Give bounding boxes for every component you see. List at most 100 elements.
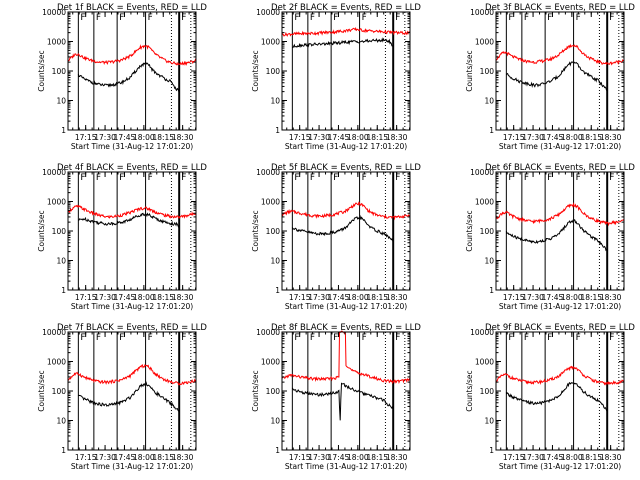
marker-flag: F — [294, 173, 299, 183]
y-tick-label: 10000 — [256, 168, 280, 177]
lld-series-line — [281, 26, 411, 37]
x-tick-label: 17:30 — [308, 453, 330, 462]
y-axis-label: Counts/sec — [37, 210, 46, 251]
x-tick-label: 18:00 — [561, 133, 583, 142]
marker-flag: F — [80, 333, 85, 343]
marker-flag: F — [609, 333, 614, 343]
x-tick-label: 17:45 — [328, 293, 350, 302]
marker-flag: F — [148, 333, 153, 343]
panel-title: Det 6f BLACK = Events, RED = LLD — [485, 163, 635, 173]
x-tick-label: 18:30 — [172, 453, 194, 462]
x-tick-label: 18:00 — [347, 133, 369, 142]
y-tick-label: 100 — [480, 387, 495, 396]
x-tick-label: 17:30 — [522, 293, 544, 302]
y-tick-label: 10 — [270, 257, 280, 266]
lld-series-line — [281, 330, 411, 385]
y-axis-label: Counts/sec — [251, 50, 260, 91]
marker-flag: F — [395, 173, 400, 183]
events-series-line — [292, 37, 394, 49]
x-tick-label: 18:30 — [600, 293, 622, 302]
events-series-line — [77, 61, 180, 93]
events-series-line — [505, 381, 608, 412]
lld-series-line — [495, 365, 625, 386]
x-tick-label: 18:30 — [386, 293, 408, 302]
y-tick-label: 100 — [266, 67, 281, 76]
y-tick-label: 1000 — [261, 358, 280, 367]
x-axis-label: Start Time (31-Aug-12 17:01:20) — [499, 142, 621, 151]
x-tick-label: 17:15 — [289, 453, 311, 462]
x-tick-label: 18:15 — [366, 453, 388, 462]
marker-flag: F — [181, 13, 186, 23]
x-tick-label: 17:30 — [522, 453, 544, 462]
x-axis-label: Start Time (31-Aug-12 17:01:20) — [71, 302, 193, 311]
marker-flag: F — [508, 333, 513, 343]
marker-flag: F — [576, 333, 581, 343]
marker-flag: F — [333, 173, 338, 183]
marker-flag: F — [609, 13, 614, 23]
y-tick-label: 1 — [61, 126, 66, 135]
marker-flag: F — [547, 333, 552, 343]
y-tick-label: 1 — [61, 286, 66, 295]
y-tick-label: 1 — [275, 446, 280, 455]
y-tick-label: 1 — [275, 126, 280, 135]
marker-flag: F — [119, 333, 124, 343]
y-axis-label: Counts/sec — [465, 50, 474, 91]
x-tick-label: 18:15 — [580, 293, 602, 302]
x-tick-label: 18:15 — [152, 293, 174, 302]
marker-flag: F — [96, 173, 101, 183]
x-tick-label: 18:30 — [386, 133, 408, 142]
y-tick-label: 10000 — [42, 328, 66, 337]
y-axis-label: Counts/sec — [37, 50, 46, 91]
lld-series-line — [495, 201, 625, 227]
marker-flag: F — [96, 333, 101, 343]
panel-title: Det 2f BLACK = Events, RED = LLD — [271, 3, 421, 13]
panel-title: Det 9f BLACK = Events, RED = LLD — [485, 323, 635, 333]
x-tick-label: 17:30 — [94, 293, 116, 302]
x-tick-label: 18:15 — [580, 453, 602, 462]
y-tick-label: 1 — [489, 446, 494, 455]
panel-title: Det 5f BLACK = Events, RED = LLD — [271, 163, 421, 173]
lld-series-line — [67, 204, 197, 219]
y-tick-label: 10 — [270, 97, 280, 106]
y-tick-label: 10 — [56, 97, 66, 106]
x-axis-label: Start Time (31-Aug-12 17:01:20) — [499, 302, 621, 311]
y-tick-label: 10000 — [42, 168, 66, 177]
y-tick-label: 100 — [266, 387, 281, 396]
y-tick-label: 10 — [270, 417, 280, 426]
marker-flag: F — [547, 13, 552, 23]
marker-flag: F — [181, 333, 186, 343]
x-tick-label: 17:45 — [328, 453, 350, 462]
y-axis-label: Counts/sec — [251, 210, 260, 251]
y-tick-label: 1000 — [261, 38, 280, 47]
x-tick-label: 18:00 — [347, 293, 369, 302]
y-tick-label: 1 — [489, 286, 494, 295]
x-tick-label: 17:45 — [114, 453, 136, 462]
marker-flag: F — [119, 173, 124, 183]
x-tick-label: 17:30 — [308, 293, 330, 302]
x-tick-label: 18:30 — [600, 133, 622, 142]
events-series-line — [78, 212, 180, 229]
x-tick-label: 17:30 — [94, 133, 116, 142]
x-tick-label: 17:15 — [503, 453, 525, 462]
marker-flag: F — [80, 13, 85, 23]
marker-flag: F — [310, 333, 315, 343]
lld-series-line — [495, 43, 625, 66]
x-tick-label: 17:30 — [308, 133, 330, 142]
marker-flag: F — [524, 333, 529, 343]
x-tick-label: 17:15 — [75, 453, 97, 462]
marker-flag: F — [181, 173, 186, 183]
events-series-line — [291, 214, 394, 243]
y-tick-label: 100 — [52, 387, 67, 396]
y-tick-label: 1000 — [475, 198, 494, 207]
marker-flag: F — [80, 173, 85, 183]
y-tick-label: 1 — [61, 446, 66, 455]
lld-series-line — [67, 364, 197, 386]
y-axis-label: Counts/sec — [251, 370, 260, 411]
x-tick-label: 17:30 — [522, 133, 544, 142]
marker-flag: F — [395, 333, 400, 343]
